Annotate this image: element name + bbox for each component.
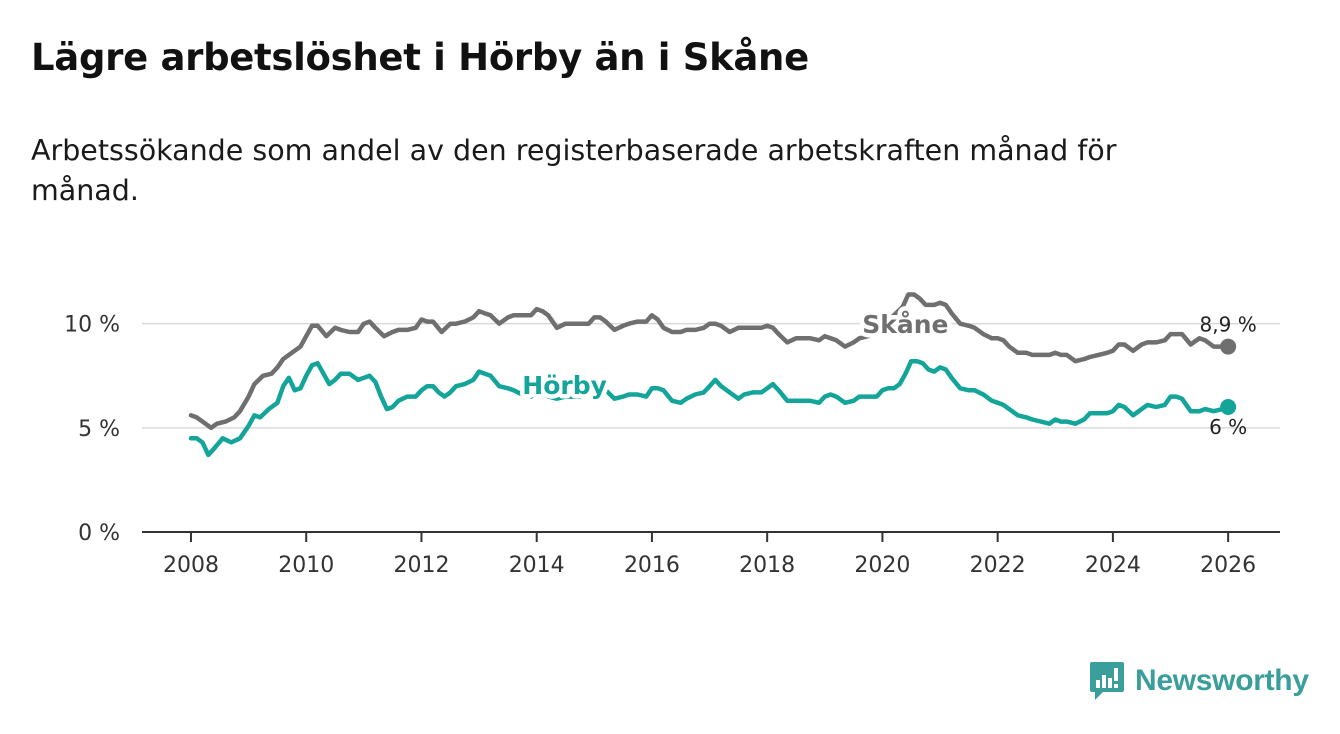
x-tick-label: 2012 bbox=[393, 553, 449, 578]
series-name-label-horby: Hörby bbox=[522, 371, 607, 400]
series-line-horby bbox=[188, 358, 1231, 458]
brand-name: Newsworthy bbox=[1135, 664, 1309, 697]
x-tick-label: 2018 bbox=[739, 553, 795, 578]
x-tick-label: 2014 bbox=[509, 553, 565, 578]
axes: 0 % 5 % 10 % 2008 2010 2012 2014 2016 2018 2020 20… bbox=[64, 313, 1280, 578]
chart-title: Lägre arbetslöshet i Hörby än i Skåne bbox=[31, 36, 809, 79]
series-name-halo-skane: Skåne bbox=[862, 310, 948, 339]
chart-subtitle: Arbetssökande som andel av den registerb… bbox=[31, 134, 1117, 207]
line-chart: 0 % 5 % 10 % 2008 2010 2012 2014 2016 2018 2020 20… bbox=[64, 292, 1280, 578]
end-value-label-horby: 6 % bbox=[1209, 415, 1247, 439]
end-marker-skane bbox=[1220, 338, 1237, 355]
series-lines bbox=[188, 292, 1231, 458]
y-tick-label: 0 % bbox=[78, 521, 120, 546]
x-tick-label: 2026 bbox=[1200, 553, 1256, 578]
series-name-halo-horby: Hörby bbox=[522, 371, 607, 400]
x-tick-label: 2022 bbox=[970, 553, 1026, 578]
y-tick-label: 5 % bbox=[78, 417, 120, 442]
newsworthy-logo: Newsworthy bbox=[1089, 660, 1309, 702]
series-name-label-skane: Skåne bbox=[862, 310, 948, 339]
end-value-label-skane: 8,9 % bbox=[1200, 313, 1257, 337]
x-tick-label: 2008 bbox=[163, 553, 219, 578]
bar-chart-icon bbox=[1090, 662, 1124, 700]
y-tick-label: 10 % bbox=[64, 313, 120, 338]
x-tick-label: 2010 bbox=[278, 553, 334, 578]
end-marker-horby bbox=[1220, 399, 1237, 415]
x-tick-label: 2024 bbox=[1085, 553, 1141, 578]
x-tick-label: 2016 bbox=[624, 553, 680, 578]
series-line-skane bbox=[188, 292, 1231, 431]
x-tick-label: 2020 bbox=[854, 553, 910, 578]
